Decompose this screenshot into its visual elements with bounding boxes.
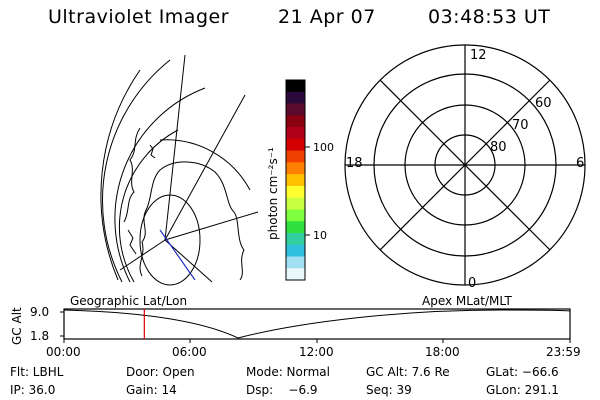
gain-status: Gain: 14 — [126, 383, 177, 397]
lat-label-70: 70 — [512, 118, 529, 133]
filter-status: Flt: LBHL — [10, 365, 64, 379]
mlt-label-6: 6 — [576, 156, 585, 171]
dsp-status: Dsp: −6.9 — [246, 383, 318, 397]
colorbar-band — [286, 138, 305, 152]
date-label: 21 Apr 07 — [278, 6, 376, 28]
colorbar-frame — [285, 79, 306, 281]
gc-alt-status: GC Alt: 7.6 Re — [366, 365, 450, 379]
x-tick-0000: 00:00 — [46, 345, 81, 359]
door-status: Door: Open — [126, 365, 195, 379]
x-tick-1200: 12:00 — [299, 345, 334, 359]
y-tick-9: 9.0 — [30, 305, 50, 319]
time-label: 03:48:53 UT — [428, 6, 551, 28]
gc-alt-axis-label: GC Alt — [10, 307, 24, 345]
colorbar-band — [286, 127, 305, 140]
colorbar-band — [286, 232, 305, 246]
colorbar-band — [286, 185, 305, 199]
lat-label-80: 80 — [490, 140, 507, 155]
colorbar-label-10: 10 — [313, 229, 327, 242]
polar-plot — [344, 44, 586, 286]
geographic-map — [100, 54, 259, 286]
colorbar-band — [286, 80, 305, 93]
mlt-label-18: 18 — [346, 156, 363, 171]
colorbar-band — [286, 150, 305, 163]
satellite-track — [159, 229, 196, 281]
colorbar-band — [286, 162, 305, 175]
y-tick-1-8: 1.8 — [30, 329, 50, 343]
orbit-panel — [60, 308, 571, 343]
glat-status: GLat: −66.6 — [486, 365, 559, 379]
colorbar-band — [286, 103, 305, 116]
colorbar-unit-label: photon cm⁻²s⁻¹ — [266, 147, 280, 240]
seq-status: Seq: 39 — [366, 383, 412, 397]
colorbar — [286, 80, 305, 281]
geographic-label: Geographic Lat/Lon — [70, 294, 188, 308]
colorbar-label-100: 100 — [313, 141, 334, 154]
ip-status: IP: 36.0 — [10, 383, 56, 397]
colorbar-band — [286, 256, 305, 269]
x-tick-1800: 18:00 — [425, 345, 460, 359]
colorbar-band — [286, 221, 305, 234]
apex-label: Apex MLat/MLT — [422, 294, 512, 308]
colorbar-band — [286, 91, 305, 105]
lat-label-60: 60 — [535, 96, 552, 111]
colorbar-band — [286, 209, 305, 222]
colorbar-band — [286, 268, 305, 281]
colorbar-band — [286, 174, 305, 187]
instrument-title: Ultraviolet Imager — [48, 6, 230, 28]
colorbar-band — [286, 197, 305, 210]
colorbar-band — [286, 244, 305, 257]
mlt-label-12: 12 — [470, 48, 487, 63]
mlt-label-0: 0 — [468, 276, 477, 291]
mode-status: Mode: Normal — [246, 365, 330, 379]
x-tick-0600: 06:00 — [172, 345, 207, 359]
colorbar-band — [286, 115, 305, 128]
glon-status: GLon: 291.1 — [486, 383, 559, 397]
x-tick-2359: 23:59 — [546, 345, 581, 359]
